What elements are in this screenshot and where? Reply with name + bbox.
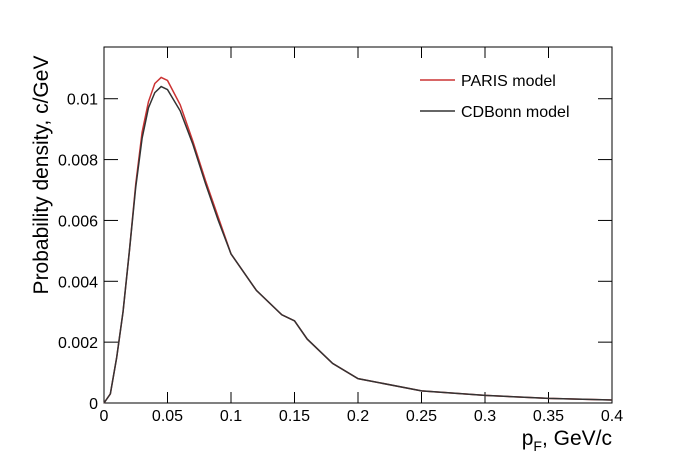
x-tick-label: 0.25 (406, 408, 437, 425)
y-tick-label: 0.004 (58, 274, 98, 291)
legend-label: CDBonn model (461, 104, 570, 121)
x-tick-label: 0 (100, 408, 109, 425)
legend-label: PARIS model (461, 73, 556, 90)
y-tick-label: 0 (89, 396, 98, 413)
x-tick-label: 0.4 (601, 408, 623, 425)
x-tick-label: 0.3 (474, 408, 496, 425)
x-tick-label: 0.2 (347, 408, 369, 425)
y-axis-title: Probability density, c/GeV (30, 56, 53, 295)
x-tick-label: 0.05 (152, 408, 183, 425)
x-title-sub: F (533, 438, 542, 454)
x-tick-label: 0.1 (220, 408, 242, 425)
x-tick-label: 0.35 (533, 408, 564, 425)
x-title-main: p (522, 427, 534, 450)
plot-frame (103, 46, 613, 404)
series-line (103, 76, 613, 404)
y-tick-label: 0.002 (58, 335, 98, 352)
y-tick-label: 0.006 (58, 213, 98, 230)
y-tick-label: 0.01 (67, 92, 98, 109)
x-axis-title: pF, GeV/c (522, 427, 612, 454)
series-line (103, 85, 613, 404)
x-tick-label: 0.15 (279, 408, 310, 425)
x-title-rest: , GeV/c (542, 427, 612, 450)
y-tick-label: 0.008 (58, 153, 98, 170)
